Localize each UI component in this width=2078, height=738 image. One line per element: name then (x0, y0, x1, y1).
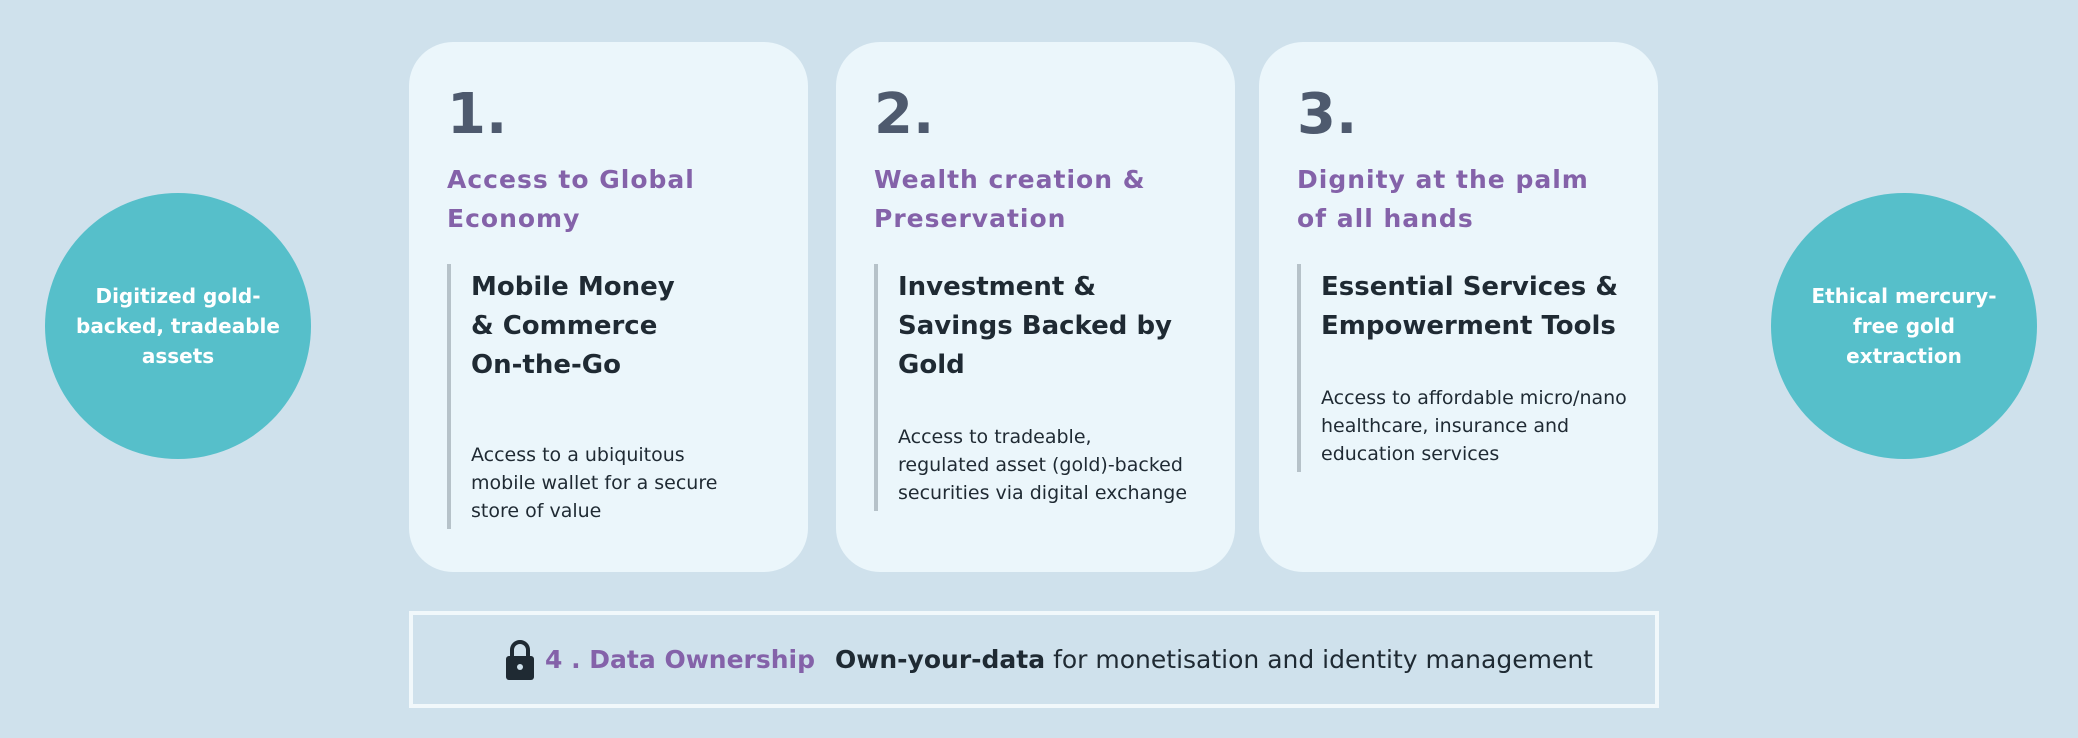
card-number: 1. (447, 82, 508, 147)
card-title: Wealth creation & Preservation (874, 165, 1146, 233)
card-subtitle: Investment & Savings Backed by Gold (898, 272, 1173, 380)
card-detail: Essential Services & Empowerment Tools A… (1297, 264, 1658, 472)
data-ownership-banner: 4 . Data Ownership Own-your-data for mon… (409, 611, 1659, 708)
left-circle-label: Digitized gold-backed, tradeable assets (76, 284, 280, 368)
card-2: 2. Wealth creation & Preservation Invest… (836, 42, 1235, 572)
banner-text: for monetisation and identity management (1045, 645, 1593, 674)
card-body: Access to a ubiquitous mobile wallet for… (471, 444, 718, 522)
card-number: 2. (874, 82, 935, 147)
card-1: 1. Access to Global Economy Mobile Money… (409, 42, 808, 572)
left-circle: Digitized gold-backed, tradeable assets (45, 193, 311, 459)
card-number: 3. (1297, 82, 1358, 147)
card-subtitle: Essential Services & Empowerment Tools (1321, 272, 1618, 341)
card-title: Dignity at the palm of all hands (1297, 165, 1589, 233)
card-title: Access to Global Economy (447, 165, 695, 233)
card-detail: Investment & Savings Backed by Gold Acce… (874, 264, 1235, 511)
right-circle: Ethical mercury-free gold extraction (1771, 193, 2037, 459)
banner-bold: Own-your-data (835, 645, 1046, 674)
card-subtitle: Mobile Money & Commerce On-the-Go (471, 272, 675, 380)
lock-icon (506, 639, 534, 680)
card-body: Access to affordable micro/nano healthca… (1321, 387, 1627, 465)
card-detail: Mobile Money & Commerce On-the-Go Access… (447, 264, 808, 529)
card-body: Access to tradeable, regulated asset (go… (898, 426, 1188, 504)
right-circle-label: Ethical mercury-free gold extraction (1811, 284, 1997, 368)
card-3: 3. Dignity at the palm of all hands Esse… (1259, 42, 1658, 572)
banner-heading: 4 . Data Ownership (545, 645, 816, 674)
